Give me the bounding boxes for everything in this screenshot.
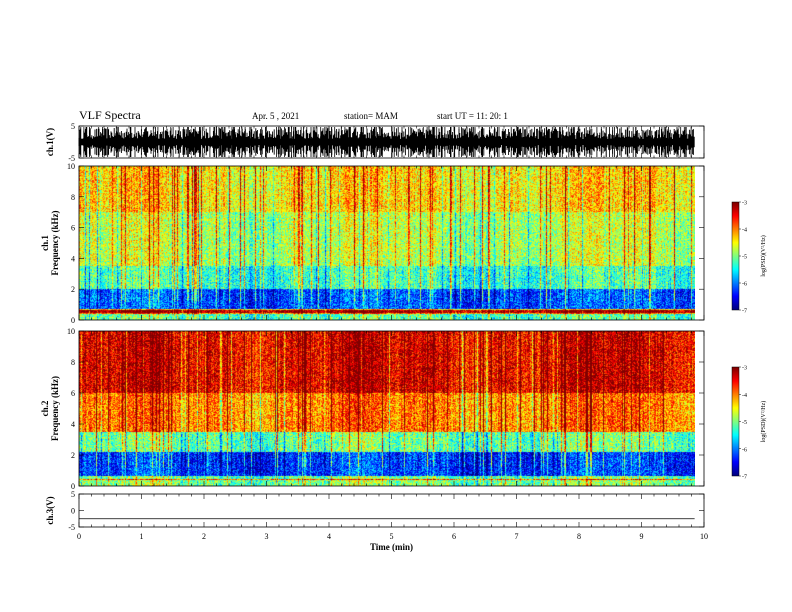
ch1-waveform-spikes (80, 127, 692, 157)
ch1-spectrogram-ytick-label: 8 (71, 193, 75, 202)
ch3-waveform-ytick-label: -5 (68, 523, 75, 532)
ch3-waveform-ytick-label: 5 (71, 490, 75, 499)
ch1-spectrogram-ytick-label: 0 (71, 316, 75, 325)
ch1-waveform-ylabel: ch.1(V) (45, 128, 55, 156)
ch1-spectrogram-ytick-label: 6 (71, 224, 75, 233)
ch2-spectrogram-ylabel-line: Frequency (kHz) (50, 376, 60, 441)
ch2-spectrogram-colorbar-tick-label: -5 (742, 420, 747, 426)
ch1-waveform-ytick-label: 5 (71, 122, 75, 131)
ch1-spectrogram-colorbar-tick-label: -3 (742, 201, 747, 207)
x-tick-label: 9 (640, 532, 644, 541)
x-tick-label: 1 (140, 532, 144, 541)
ch3-waveform-ytick-label: 0 (71, 507, 75, 516)
ch2-spectrogram-colorbar-label: log(PSD)(V²/Hz) (760, 401, 767, 442)
ch3-waveform-bg (79, 494, 704, 527)
x-tick-label: 6 (452, 532, 456, 541)
x-tick-label: 8 (577, 532, 581, 541)
ch1-spectrogram-colorbar-tick-label: -7 (742, 309, 747, 315)
ch1-spectrogram-ylabel-line: Frequency (kHz) (50, 210, 60, 275)
ch2-spectrogram-ytick-label: 2 (71, 451, 75, 460)
ch2-spectrogram-ytick-label: 0 (71, 482, 75, 491)
ch2-spectrogram-colorbar (732, 367, 739, 476)
ch2-spectrogram-image (79, 331, 695, 486)
ch3-waveform-ylabel: ch.3(V) (45, 496, 55, 524)
ch2-spectrogram-ytick-label: 4 (71, 420, 75, 429)
ch2-spectrogram-colorbar-tick-label: -3 (742, 366, 747, 372)
ch1-spectrogram-ytick-label: 2 (71, 285, 75, 294)
x-axis-label: Time (min) (370, 542, 413, 552)
x-tick-label: 10 (700, 532, 708, 541)
ch1-spectrogram-colorbar-tick-label: -5 (742, 255, 747, 261)
ch1-spectrogram-colorbar (732, 202, 739, 310)
ch2-spectrogram-ytick-label: 10 (67, 327, 75, 336)
ch1-spectrogram-colorbar-tick-label: -6 (742, 282, 747, 288)
ch2-spectrogram-ylabel: ch.2 Frequency (kHz) (40, 376, 60, 441)
x-tick-label: 5 (390, 532, 394, 541)
start-time-label: start UT = 11: 20: 1 (437, 111, 508, 121)
ch2-spectrogram-ylabel-line: ch.2 (40, 400, 50, 416)
ch1-spectrogram-ytick-label: 10 (67, 162, 75, 171)
ch1-spectrogram-colorbar-label: log(PSD)(V²/Hz) (760, 235, 767, 276)
ch2-spectrogram-ytick-label: 8 (71, 358, 75, 367)
chart-title: VLF Spectra (79, 108, 141, 122)
ch1-spectrogram-colorbar-tick-label: -4 (742, 228, 747, 234)
x-tick-label: 4 (327, 532, 331, 541)
x-tick-label: 0 (77, 532, 81, 541)
ch1-waveform-ytick-label: -5 (68, 154, 75, 163)
ch1-spectrogram-ylabel: ch.1 Frequency (kHz) (40, 210, 60, 275)
date-label: Apr. 5 , 2021 (252, 111, 300, 121)
ch3-waveform-ylabel-line: ch.3(V) (45, 496, 55, 524)
ch2-spectrogram-colorbar-tick-label: -7 (742, 475, 747, 481)
x-tick-label: 3 (265, 532, 269, 541)
x-tick-label: 7 (515, 532, 519, 541)
ch2-spectrogram-ytick-label: 6 (71, 389, 75, 398)
ch2-spectrogram-colorbar-tick-label: -4 (742, 393, 747, 399)
ch1-spectrogram-image (79, 166, 695, 320)
ch2-spectrogram-colorbar-tick-label: -6 (742, 447, 747, 453)
ch1-spectrogram-ylabel-line: ch.1 (40, 235, 50, 251)
ch1-spectrogram-ytick-label: 4 (71, 254, 75, 263)
ch1-waveform-ylabel-line: ch.1(V) (45, 128, 55, 156)
station-label: station= MAM (344, 111, 398, 121)
x-tick-label: 2 (202, 532, 206, 541)
